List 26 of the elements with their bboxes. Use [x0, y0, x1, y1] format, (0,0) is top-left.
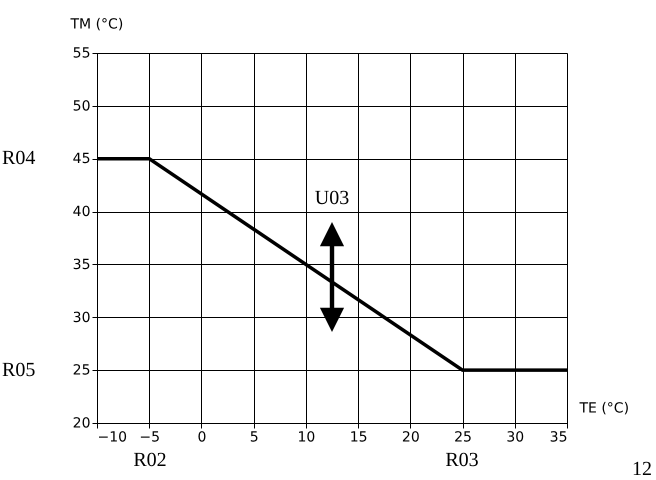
annotation: U03: [314, 187, 350, 209]
x-tick-label: −10: [98, 430, 128, 446]
y-tick-label: 20: [72, 416, 90, 432]
y-tick-label: 50: [72, 98, 90, 114]
x-tick-label: 30: [506, 430, 524, 446]
text: R05: [2, 359, 36, 381]
y-axis-title: TM (°C): [70, 16, 124, 32]
x-tick-label: 20: [402, 430, 420, 446]
x-tick-label: 25: [454, 430, 472, 446]
text: R02: [133, 449, 167, 471]
y-tick-label: 45: [72, 151, 90, 168]
y-tick-label: 30: [72, 310, 90, 326]
x-tick-label: 5: [250, 430, 259, 446]
text: R03: [445, 449, 479, 471]
text: 12: [632, 458, 652, 480]
x-tick-label: 10: [297, 430, 316, 446]
y-tick-label: 35: [72, 256, 90, 273]
y-tick-label: 40: [72, 204, 90, 220]
x-tick-label: −5: [139, 430, 160, 446]
x-axis-title: TE (°C): [578, 400, 630, 416]
x-tick-label: 35: [550, 430, 568, 446]
y-tick-label: 55: [72, 46, 90, 62]
text: R04: [2, 147, 36, 169]
y-tick-label: 25: [72, 362, 90, 379]
x-tick-label: 0: [197, 430, 206, 446]
x-tick-label: 15: [350, 430, 368, 446]
